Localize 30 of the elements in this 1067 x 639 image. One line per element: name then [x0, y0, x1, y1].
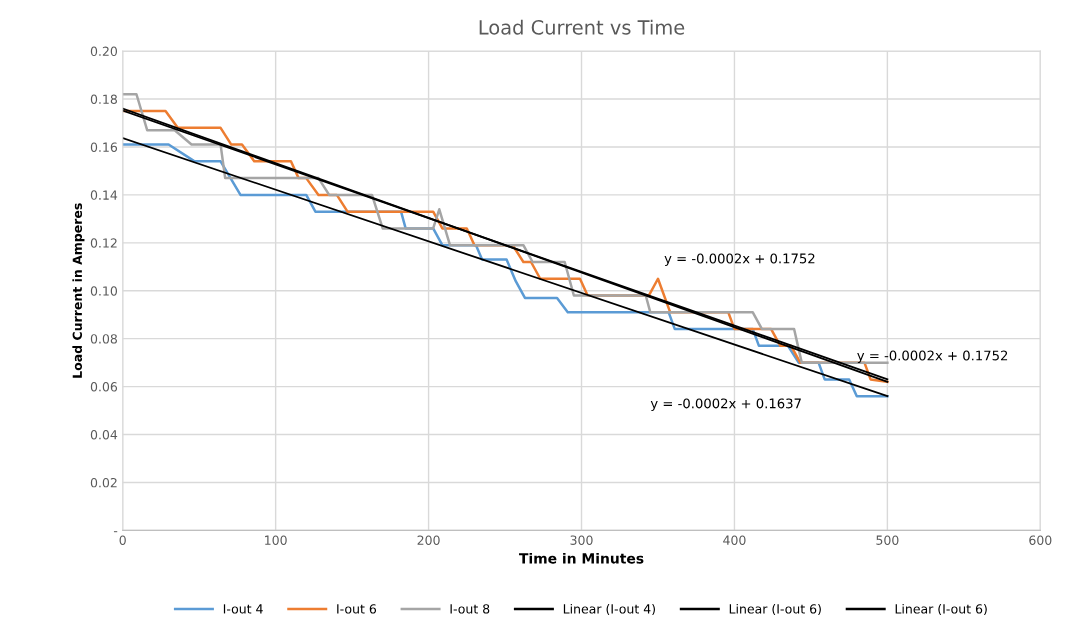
x-tick-label: 400	[723, 535, 746, 545]
y-tick-label: 0.18	[90, 94, 117, 104]
legend-label: Linear (I-out 4)	[563, 603, 655, 616]
y-tick-label: 0.10	[90, 286, 118, 296]
x-axis-title: Time in Minutes	[519, 552, 644, 564]
legend-label: I-out 8	[450, 604, 490, 614]
legend-label: Linear (I-out 6)	[895, 603, 987, 616]
y-tick-label: 0.16	[90, 142, 118, 152]
y-tick-label: 0.12	[90, 238, 117, 248]
y-tick-label: -	[113, 531, 118, 533]
x-tick-label: 600	[1029, 535, 1052, 545]
annotation: y = -0.0002x + 0.1752	[857, 350, 1008, 364]
legend-label: I-out 6	[337, 604, 377, 614]
y-tick-label: 0.14	[90, 190, 118, 200]
x-tick-label: 500	[876, 535, 899, 545]
x-tick-label: 0	[119, 535, 126, 545]
annotation: y = -0.0002x + 0.1637	[650, 398, 801, 411]
chart-title: Load Current vs Time	[479, 19, 685, 35]
y-tick-label: 0.02	[90, 477, 117, 488]
y-axis-title: Load Current in Amperes	[72, 203, 85, 378]
y-tick-label: 0.08	[90, 334, 117, 344]
annotation: y = -0.0002x + 0.1752	[664, 253, 815, 266]
x-tick-label: 100	[265, 535, 287, 545]
x-tick-label: 300	[570, 535, 593, 545]
legend-label: Linear (I-out 6)	[729, 603, 821, 616]
y-tick-label: 0.20	[90, 46, 118, 57]
y-tick-label: 0.04	[90, 429, 118, 440]
legend-label: I-out 4	[223, 604, 263, 614]
x-tick-label: 200	[417, 535, 440, 545]
y-tick-label: 0.06	[90, 382, 118, 392]
